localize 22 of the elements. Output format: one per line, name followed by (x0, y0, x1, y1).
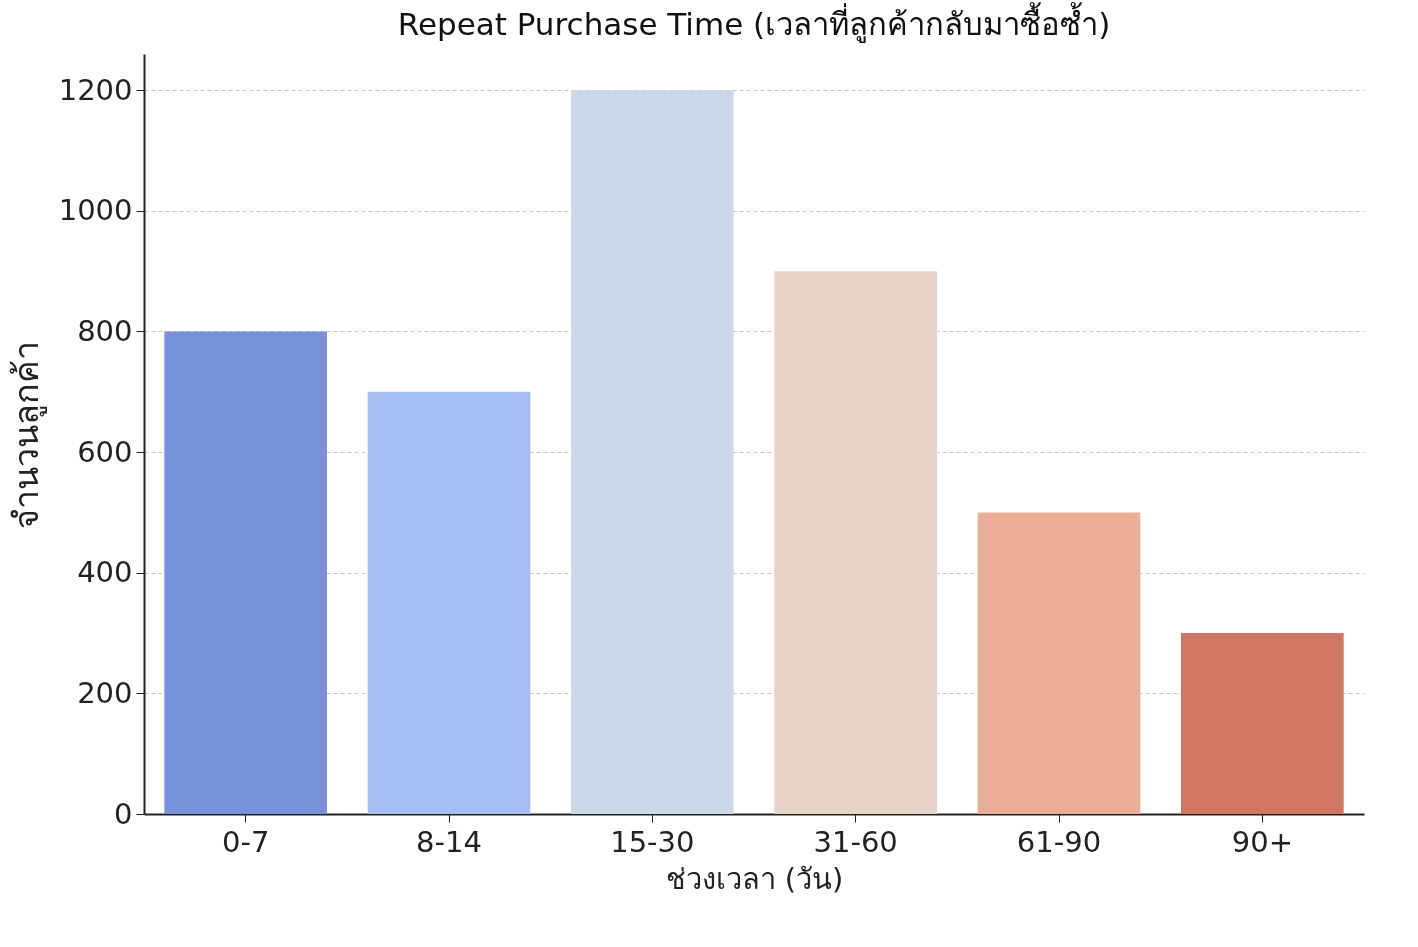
y-tick-label: 400 (77, 555, 133, 590)
chart-title: Repeat Purchase Time (เวลาที่ลูกค้ากลับมาซื้อซ้ำ) (397, 2, 1111, 43)
bar (164, 331, 327, 814)
y-tick-label: 800 (77, 313, 133, 348)
x-tick-label: 31-60 (813, 824, 898, 859)
x-axis-title: ช่วงเวลา (วัน) (665, 861, 844, 896)
y-tick-label: 200 (77, 675, 133, 710)
y-tick-label: 1000 (58, 193, 133, 228)
x-tick-label: 0-7 (221, 824, 270, 859)
x-tick-label: 15-30 (610, 824, 695, 859)
y-tick-label: 1200 (58, 72, 133, 107)
y-tick-label: 0 (114, 796, 133, 831)
y-tick-label: 600 (77, 434, 133, 469)
x-tick-label: 8-14 (416, 824, 482, 859)
x-tick-label: 61-90 (1016, 824, 1102, 859)
bar (774, 271, 937, 814)
bar (571, 90, 734, 814)
bar (367, 391, 531, 814)
x-tick-label: 90+ (1231, 824, 1293, 859)
bar (1181, 633, 1344, 814)
y-axis-title: จำนวนลูกค้า (5, 340, 47, 529)
bar (977, 512, 1141, 814)
